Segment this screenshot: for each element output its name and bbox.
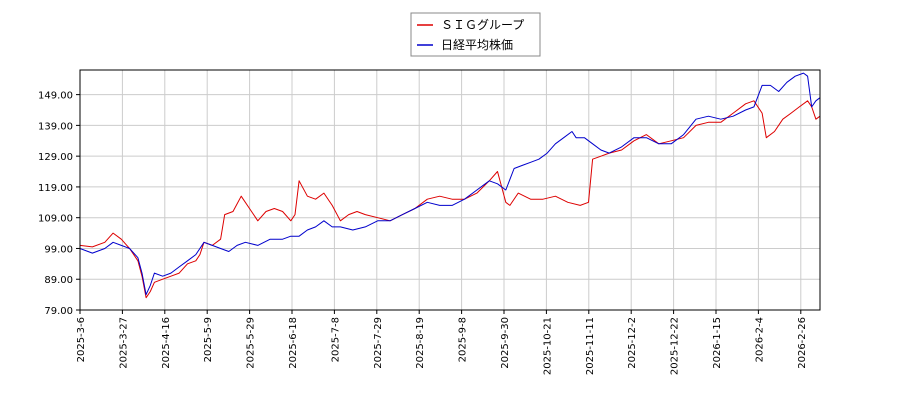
series-line-nikkei [79, 72, 821, 296]
x-tick-label: 2025-5-9 [203, 317, 214, 362]
y-tick-label: 129.00 [38, 152, 73, 163]
x-tick-label: 2025-8-19 [415, 317, 426, 369]
y-tick-label: 119.00 [38, 183, 73, 194]
x-tick-label: 2026-2-4 [754, 317, 765, 362]
y-tick-label: 79.00 [44, 306, 73, 317]
y-axis: 79.00 89.00 99.00 109.00 119.00 129.00 139.00 1… [38, 91, 80, 317]
legend-box [410, 12, 541, 57]
grid-lines [79, 70, 820, 311]
y-tick-label: 99.00 [44, 244, 73, 255]
series-line-sig-group [79, 100, 821, 299]
x-tick-label: 2025-9-30 [500, 317, 511, 369]
y-tick-label: 109.00 [38, 214, 73, 225]
plot-frame [79, 69, 821, 311]
x-tick-label: 2026-1-15 [712, 317, 723, 369]
x-tick-label: 2025-3-27 [118, 317, 129, 369]
x-tick-label: 2025-7-29 [373, 317, 384, 369]
y-tick-label: 149.00 [38, 91, 73, 102]
x-tick-label: 2025-11-11 [585, 317, 596, 375]
x-tick-label: 2025-10-21 [542, 317, 553, 375]
x-tick-label: 2025-3-6 [76, 317, 87, 362]
y-tick-label: 139.00 [38, 121, 73, 132]
x-axis: 2025-3-6 2025-3-27 2025-4-16 2025-5-9 2025-5… [76, 310, 808, 375]
x-tick-label: 2025-9-8 [458, 317, 469, 362]
x-tick-label: 2025-7-8 [330, 317, 341, 362]
x-tick-label: 2025-6-18 [288, 317, 299, 369]
x-tick-label: 2025-12-2 [627, 317, 638, 369]
x-tick-label: 2025-5-29 [246, 317, 257, 369]
x-tick-label: 2025-12-22 [670, 317, 681, 375]
series-layer [79, 72, 821, 299]
y-tick-label: 89.00 [44, 275, 73, 286]
legend-label: 日経平均株価 [441, 37, 513, 52]
x-tick-label: 2025-4-16 [161, 317, 172, 369]
x-tick-label: 2026-2-26 [797, 317, 808, 369]
legend-label: ＳＩＧグループ [441, 18, 524, 32]
